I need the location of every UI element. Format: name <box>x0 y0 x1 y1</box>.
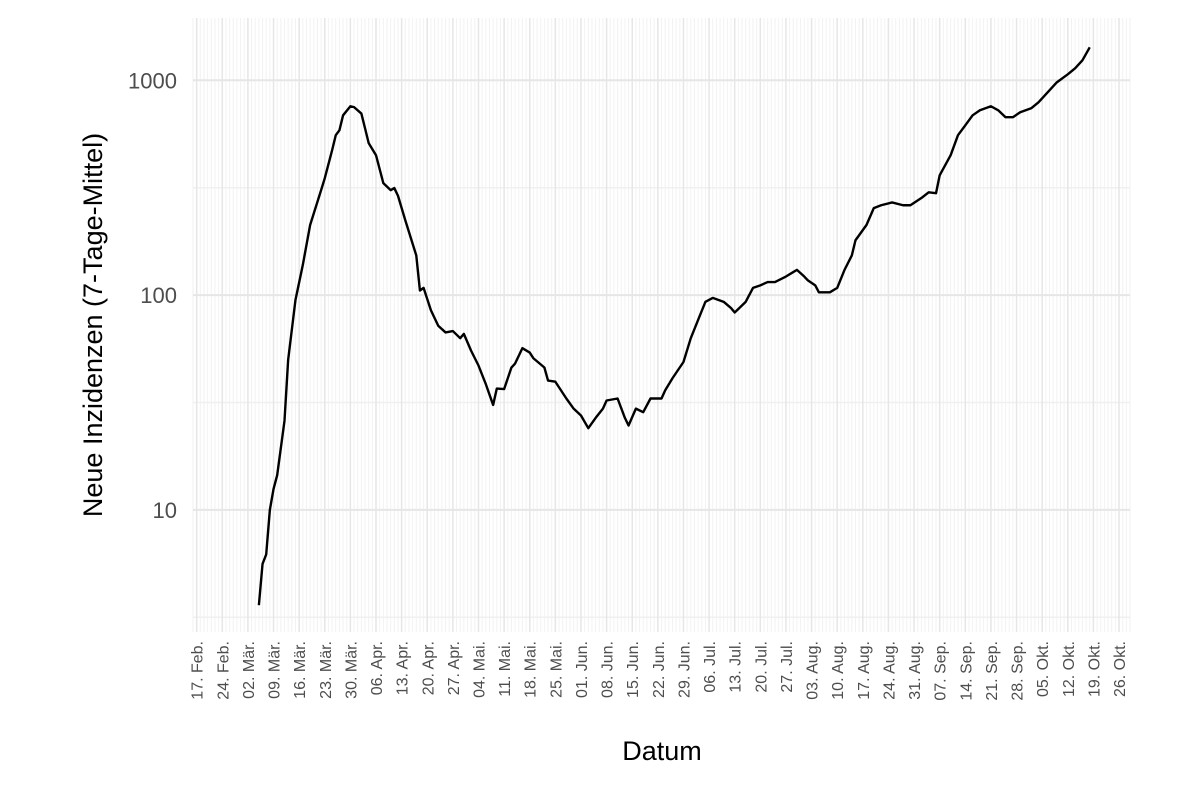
x-tick-label: 03. Aug. <box>805 641 822 700</box>
x-tick-label: 05. Okt. <box>1035 641 1052 697</box>
x-tick-label: 02. Mär. <box>241 641 258 699</box>
x-tick-label: 13. Apr. <box>395 641 412 695</box>
y-tick-label: 1000 <box>128 68 177 93</box>
x-tick-label: 25. Mai. <box>548 641 565 698</box>
x-tick-label: 12. Okt. <box>1061 641 1078 697</box>
x-tick-label: 17. Feb. <box>190 641 207 700</box>
x-tick-label: 24. Feb. <box>215 641 232 700</box>
x-tick-label: 28. Sep. <box>1010 641 1027 701</box>
x-tick-label: 27. Apr. <box>446 641 463 695</box>
x-tick-label: 20. Jul. <box>753 641 770 693</box>
x-tick-label: 15. Jun. <box>625 641 642 698</box>
data-line <box>257 46 1091 606</box>
x-axis-title: Datum <box>622 736 702 766</box>
x-tick-label: 07. Sep. <box>933 641 950 701</box>
x-tick-label: 16. Mär. <box>292 641 309 699</box>
x-tick-label: 06. Apr. <box>369 641 386 695</box>
x-tick-label: 13. Jul. <box>728 641 745 693</box>
x-tick-label: 04. Mai. <box>471 641 488 698</box>
x-tick-label: 24. Aug. <box>881 641 898 700</box>
x-tick-label: 08. Jun. <box>600 641 617 698</box>
x-tick-label: 01. Jun. <box>574 641 591 698</box>
x-tick-label: 31. Aug. <box>907 641 924 700</box>
x-tick-label: 14. Sep. <box>958 641 975 701</box>
x-tick-label: 20. Apr. <box>420 641 437 695</box>
x-tick-label: 30. Mär. <box>343 641 360 699</box>
x-tick-label: 17. Aug. <box>856 641 873 700</box>
x-tick-label: 23. Mär. <box>318 641 335 699</box>
x-tick-label: 19. Okt. <box>1086 641 1103 697</box>
y-axis-title: Neue Inzidenzen (7-Tage-Mittel) <box>78 133 108 517</box>
y-tick-label: 100 <box>140 283 177 308</box>
x-tick-label: 10. Aug. <box>830 641 847 700</box>
x-tick-label: 26. Okt. <box>1112 641 1129 697</box>
x-tick-label: 27. Jul. <box>779 641 796 693</box>
x-tick-label: 18. Mai. <box>523 641 540 698</box>
y-tick-label: 10 <box>153 498 177 523</box>
x-tick-label: 22. Jun. <box>651 641 668 698</box>
x-tick-label: 21. Sep. <box>984 641 1001 701</box>
x-tick-label: 06. Jul. <box>702 641 719 693</box>
x-tick-label: 09. Mär. <box>267 641 284 699</box>
x-tick-label: 11. Mai. <box>497 641 514 697</box>
x-tick-label: 29. Jun. <box>676 641 693 698</box>
